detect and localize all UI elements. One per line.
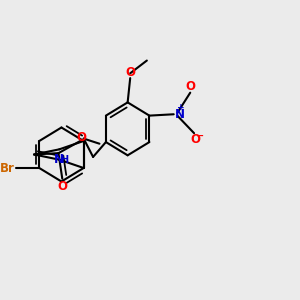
Text: O: O — [185, 80, 195, 93]
Text: H: H — [60, 155, 68, 165]
Text: O: O — [190, 133, 200, 146]
Text: O: O — [77, 131, 87, 144]
Text: O: O — [125, 66, 135, 79]
Text: +: + — [177, 103, 185, 112]
Text: −: − — [196, 130, 204, 141]
Text: O: O — [57, 180, 67, 193]
Text: N: N — [175, 108, 185, 121]
Text: N: N — [54, 153, 64, 166]
Text: Br: Br — [0, 161, 15, 175]
